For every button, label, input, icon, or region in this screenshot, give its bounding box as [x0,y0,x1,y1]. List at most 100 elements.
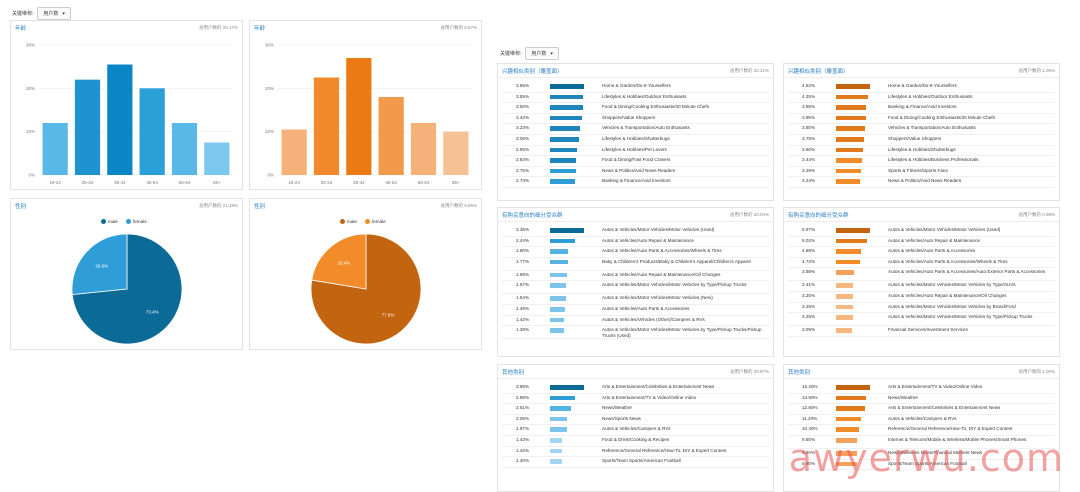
row-bar [550,137,579,142]
list-row[interactable]: 3.95% Banking & Finance/Avid Investors [784,104,1059,115]
list-row[interactable]: 3.65% Home & Garden/Do-It-Yourselfers [498,83,773,94]
row-bar [550,84,584,89]
row-percent: 1.38% [516,327,530,333]
bar[interactable] [443,131,469,175]
row-label: Lifestyles & Hobbies/Pet Lovers [602,146,667,152]
row-separator [788,165,1055,167]
bar[interactable] [42,123,68,175]
row-bar [836,315,853,320]
bar[interactable] [139,88,165,175]
row-percent: 4.25% [802,93,816,99]
list-row[interactable]: 1.54% Autos & Vehicles/Motor Vehicles/Mot… [498,295,773,306]
list-row[interactable]: 3.36% Autos & Vehicles/Motor Vehicles/Mot… [498,227,773,238]
list-row[interactable]: 2.75% News & Politics/Avid News Readers [498,168,773,179]
row-separator [788,235,1055,237]
bar[interactable] [346,58,372,175]
list-row[interactable]: 1.77% Baby & Children's Products/Baby & C… [498,259,773,272]
list-row[interactable]: 3.06% Lifestyles & Hobbies/Shutterbugs [498,136,773,147]
list-row[interactable]: 4.72% Autos & Vehicles/Auto Parts & Acces… [784,259,1059,270]
list-row[interactable]: 12.80% Arts & Entertainment/Celebrities &… [784,405,1059,416]
metric-select[interactable]: 用户数 ▾ [37,7,71,20]
row-separator [502,456,769,458]
list-row[interactable]: 1.80% Autos & Vehicles/Auto Parts & Acces… [498,248,773,259]
list-row[interactable]: 1.57% Autos & Vehicles/Motor Vehicles/Mot… [498,282,773,295]
bar[interactable] [378,97,404,175]
bar[interactable] [410,123,437,175]
bar[interactable] [313,77,340,176]
list-row[interactable]: 3.23% Vehicles & Transportation/Auto Enth… [498,125,773,136]
row-label: Autos & Vehicles/Motor Vehicles/Motor Ve… [888,227,1001,232]
list-row[interactable]: 3.75% Shoppers/Value Shoppers [784,136,1059,147]
row-bar [836,137,865,142]
list-row[interactable]: 1.42% Reference/General Reference/How-To,… [498,448,773,459]
list-row[interactable]: 1.43% Food & Drink/Cooking & Recipes [498,437,773,448]
row-bar [836,328,852,333]
list-row[interactable]: 2.73% Banking & Finance/Avid Investors [498,178,773,189]
list-row[interactable]: 1.49% Autos & Vehicles/Auto Parts & Acces… [498,306,773,317]
list-row[interactable]: 9.60% Internet & Telecom/Mobile & Wireles… [784,437,1059,450]
row-bar [836,283,854,288]
list-row[interactable]: 2.88% Arts & Entertainment/TV & Video/Onl… [498,395,773,406]
list-row[interactable]: 3.55% Lifestyles & Hobbies/Outdoor Enthus… [498,94,773,105]
list-row[interactable]: 3.50% Food & Dining/Cooking Enthusiasts/3… [498,104,773,115]
list-row[interactable]: 3.41% Autos & Vehicles/Motor Vehicles/Mot… [784,282,1059,293]
list-row[interactable]: 4.25% Lifestyles & Hobbies/Outdoor Enthus… [784,94,1059,105]
list-row[interactable]: 1.42% Autos & Vehicles/Vehicles (Other)/C… [498,317,773,328]
list-row[interactable]: 11.20% Autos & Vehicles/Campers & RVs [784,416,1059,427]
row-separator [502,424,769,426]
list-row[interactable]: 2.85% Lifestyles & Hobbies/Pet Lovers [498,147,773,158]
pie-slice-female[interactable] [71,233,128,295]
list-row[interactable]: 13.60% News/Weather [784,395,1059,406]
metric-select[interactable]: 用户数 ▾ [525,47,559,60]
divider [784,77,1059,78]
list-row[interactable]: 3.58% Autos & Vehicles/Auto Parts & Acces… [784,269,1059,282]
list-row[interactable]: 3.09% Financial Services/Investment Servi… [784,327,1059,338]
bar[interactable] [74,79,101,175]
list-row[interactable]: 9.60% News/Business News/Financial Market… [784,450,1059,461]
list-row[interactable]: 9.60% Sports/Team Sports/American Footbal… [784,461,1059,472]
list-row[interactable]: 2.51% News/Weather [498,405,773,416]
list-row[interactable]: 3.80% Vehicles & Transportation/Auto Enth… [784,125,1059,136]
list-row[interactable]: 3.24% News & Politics/Avid News Readers [784,178,1059,189]
list-row[interactable]: 1.40% Sports/Team Sports/American Footbal… [498,458,773,469]
list-row[interactable]: 3.25% Autos & Vehicles/Motor Vehicles/Mot… [784,304,1059,315]
row-percent: 2.85% [516,146,530,152]
bar[interactable] [171,123,198,175]
list-row[interactable]: 1.38% Autos & Vehicles/Motor Vehicles/Mot… [498,327,773,340]
slice-label: 77.6% [382,312,395,317]
list-row[interactable]: 6.02% Autos & Vehicles/Auto Repair & Main… [784,238,1059,249]
list-row[interactable]: 3.42% Shoppers/Value Shoppers [498,115,773,126]
list-row[interactable]: 6.67% Autos & Vehicles/Motor Vehicles/Mot… [784,227,1059,238]
row-bar [550,179,576,184]
list-row[interactable]: 3.99% Arts & Entertainment/Celebrities & … [498,384,773,395]
list-row[interactable]: 4.52% Home & Garden/Do-It-Yourselfers [784,83,1059,94]
bar[interactable] [204,142,230,176]
bar[interactable] [107,64,133,176]
list-row[interactable]: 2.44% Autos & Vehicles/Auto Repair & Main… [498,238,773,249]
list-row[interactable]: 4.88% Autos & Vehicles/Auto Parts & Acces… [784,248,1059,259]
list-row[interactable]: 3.44% Lifestyles & Hobbies/Business Profe… [784,157,1059,168]
list-row[interactable]: 3.25% Autos & Vehicles/Motor Vehicles/Mot… [784,314,1059,327]
row-percent: 12.80% [802,405,818,411]
row-label: Reference/General Reference/How-To, DIY … [602,447,727,453]
row-bar [836,451,858,456]
list-row[interactable]: 3.95% Food & Dining/Cooking Enthusiasts/3… [784,115,1059,126]
panel-title: 兴趣相似类别（覆盖面） [788,69,849,75]
list-row[interactable]: 1.97% Autos & Vehicles/Campers & RVs [498,426,773,437]
list-row[interactable]: 3.29% Sports & Fitness/Sports Fans [784,168,1059,179]
list-row[interactable]: 3.25% Autos & Vehicles/Auto Repair & Main… [784,293,1059,304]
row-percent: 3.29% [802,167,816,173]
gender-panel-orange: 性别 总用户数的 0.66% male female 77.6% 22.4% [249,198,482,350]
bar[interactable] [281,129,307,176]
row-bar [550,238,575,244]
list-row[interactable]: 1.69% Autos & Vehicles/Auto Repair & Main… [498,272,773,283]
pie-slice-female[interactable] [311,233,367,290]
list-row[interactable]: 10.40% Reference/General Reference/How-To… [784,426,1059,437]
row-label: Autos & Vehicles/Motor Vehicles/Motor Ve… [888,314,1033,320]
row-label: Banking & Finance/Avid Investors [888,104,957,110]
list-row[interactable]: 3.60% Lifestyles & Hobbies/Shutterbugs [784,147,1059,158]
row-bar [550,317,565,323]
list-row[interactable]: 2.05% News/Sports News [498,416,773,427]
list-row[interactable]: 2.84% Food & Dining/Fast Food Cravers [498,157,773,168]
list-row[interactable]: 15.20% Arts & Entertainment/TV & Video/On… [784,384,1059,395]
